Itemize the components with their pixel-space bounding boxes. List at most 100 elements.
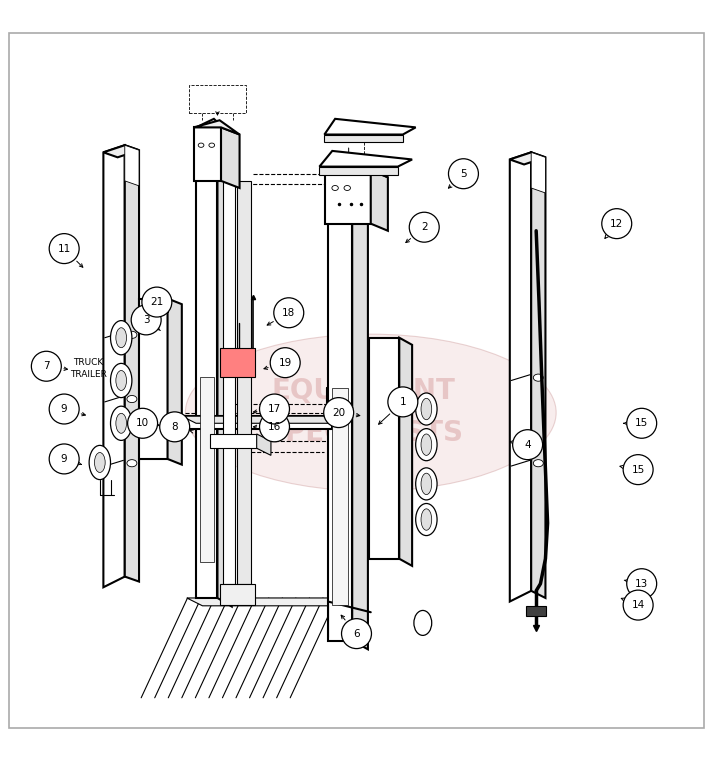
- Ellipse shape: [421, 434, 431, 455]
- Polygon shape: [125, 145, 139, 186]
- Ellipse shape: [416, 428, 437, 460]
- Circle shape: [160, 412, 190, 442]
- Circle shape: [142, 287, 172, 317]
- Polygon shape: [139, 298, 168, 459]
- Polygon shape: [103, 145, 139, 158]
- Ellipse shape: [421, 398, 431, 420]
- Ellipse shape: [421, 473, 431, 495]
- Ellipse shape: [94, 453, 106, 473]
- Polygon shape: [325, 170, 371, 224]
- Text: 3: 3: [143, 315, 150, 325]
- Ellipse shape: [127, 331, 137, 339]
- Polygon shape: [182, 416, 346, 423]
- Circle shape: [342, 619, 371, 648]
- Ellipse shape: [421, 509, 431, 530]
- Text: 15: 15: [632, 465, 645, 475]
- Polygon shape: [332, 387, 348, 605]
- Ellipse shape: [332, 186, 338, 190]
- Text: 8: 8: [171, 422, 178, 431]
- Circle shape: [602, 209, 632, 239]
- Ellipse shape: [116, 413, 127, 433]
- Polygon shape: [352, 174, 368, 649]
- Text: 14: 14: [632, 600, 645, 610]
- Polygon shape: [531, 152, 545, 193]
- Circle shape: [31, 352, 61, 381]
- Circle shape: [49, 444, 79, 474]
- Text: 9: 9: [61, 454, 68, 464]
- Ellipse shape: [111, 364, 132, 397]
- Text: INC.: INC.: [515, 358, 540, 368]
- Text: TRUCK: TRUCK: [73, 358, 103, 367]
- Ellipse shape: [344, 186, 351, 190]
- Circle shape: [627, 568, 657, 599]
- Text: 18: 18: [282, 307, 295, 318]
- Circle shape: [623, 590, 653, 620]
- Ellipse shape: [416, 393, 437, 425]
- Polygon shape: [510, 152, 531, 601]
- Ellipse shape: [414, 610, 431, 635]
- Circle shape: [49, 394, 79, 424]
- Ellipse shape: [116, 371, 127, 390]
- Circle shape: [324, 397, 354, 428]
- Text: 16: 16: [268, 422, 281, 431]
- Polygon shape: [168, 298, 182, 465]
- Polygon shape: [210, 434, 257, 448]
- Polygon shape: [187, 598, 362, 606]
- Circle shape: [388, 387, 418, 417]
- Polygon shape: [325, 161, 388, 177]
- Text: 5: 5: [460, 169, 467, 179]
- Polygon shape: [182, 416, 332, 429]
- Ellipse shape: [89, 445, 111, 479]
- Polygon shape: [319, 167, 398, 175]
- Ellipse shape: [127, 396, 137, 403]
- Polygon shape: [328, 174, 352, 641]
- Text: 7: 7: [43, 361, 50, 371]
- Circle shape: [623, 454, 653, 485]
- Polygon shape: [220, 349, 255, 377]
- Polygon shape: [196, 119, 232, 136]
- Ellipse shape: [533, 460, 543, 466]
- Polygon shape: [319, 151, 412, 167]
- Text: TRAILER: TRAILER: [70, 371, 107, 379]
- Polygon shape: [189, 84, 246, 113]
- Polygon shape: [200, 377, 214, 562]
- Polygon shape: [369, 338, 399, 559]
- Polygon shape: [237, 181, 251, 584]
- Polygon shape: [221, 127, 240, 188]
- Polygon shape: [399, 338, 412, 566]
- Polygon shape: [103, 145, 125, 587]
- Circle shape: [448, 159, 478, 189]
- Polygon shape: [510, 152, 545, 164]
- Text: 20: 20: [332, 408, 345, 418]
- Text: 19: 19: [279, 358, 292, 368]
- Circle shape: [409, 212, 439, 242]
- Circle shape: [274, 298, 304, 328]
- Polygon shape: [194, 120, 240, 135]
- Circle shape: [513, 430, 543, 460]
- Polygon shape: [324, 119, 416, 135]
- Ellipse shape: [111, 406, 132, 441]
- Ellipse shape: [416, 468, 437, 500]
- Text: 11: 11: [58, 244, 71, 253]
- Text: EQUIPMENT: EQUIPMENT: [272, 377, 456, 405]
- Ellipse shape: [416, 504, 437, 536]
- Ellipse shape: [111, 320, 132, 355]
- Text: 15: 15: [635, 419, 648, 428]
- Polygon shape: [328, 165, 368, 183]
- Ellipse shape: [198, 143, 204, 148]
- Circle shape: [131, 305, 161, 335]
- Polygon shape: [223, 181, 235, 584]
- Bar: [526, 606, 546, 616]
- Circle shape: [49, 234, 79, 263]
- Circle shape: [260, 412, 289, 442]
- Text: 10: 10: [136, 419, 149, 428]
- Text: 2: 2: [421, 222, 428, 232]
- Text: 21: 21: [150, 297, 163, 307]
- Polygon shape: [125, 145, 139, 581]
- Text: 13: 13: [635, 578, 648, 589]
- Ellipse shape: [209, 143, 215, 148]
- Text: SPECIALISTS: SPECIALISTS: [265, 419, 463, 447]
- Text: 4: 4: [524, 440, 531, 450]
- Circle shape: [627, 409, 657, 438]
- Polygon shape: [220, 584, 255, 605]
